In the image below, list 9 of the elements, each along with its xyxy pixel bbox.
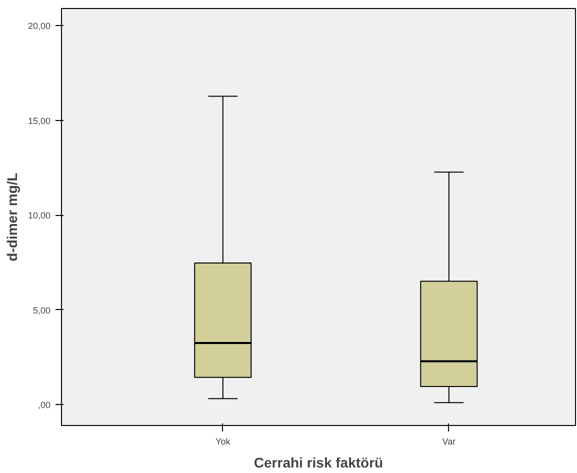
y-tick-label: 15,00: [28, 116, 51, 126]
y-tick-label: 20,00: [28, 21, 51, 32]
x-tick-label: Yok: [216, 436, 231, 446]
y-tick-label: 10,00: [28, 210, 51, 221]
y-axis-title: d-dimer mg/L: [4, 172, 20, 262]
x-tick-label: Var: [442, 436, 456, 446]
x-axis-title: Cerrahi risk faktörü: [254, 454, 384, 470]
y-tick-label: 5,00: [32, 305, 51, 316]
y-tick-label: ,00: [38, 400, 51, 410]
